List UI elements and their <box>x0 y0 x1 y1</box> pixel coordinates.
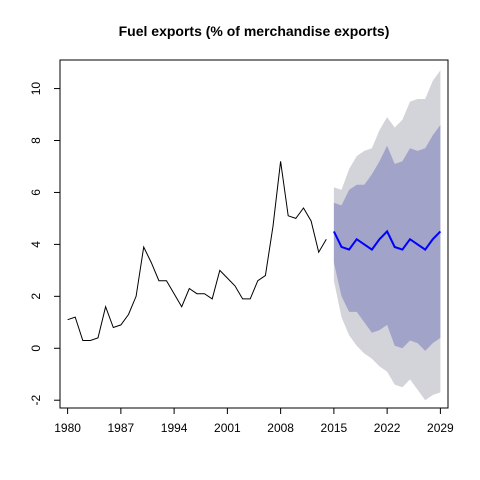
y-tick-label: 4 <box>29 241 43 248</box>
y-tick-label: 6 <box>29 189 43 196</box>
y-tick-label: 8 <box>29 137 43 144</box>
x-tick-label: 2015 <box>321 421 348 435</box>
x-tick-label: 1994 <box>161 421 188 435</box>
x-tick-label: 1980 <box>54 421 81 435</box>
y-tick-label: -2 <box>29 395 43 406</box>
x-tick-label: 2001 <box>214 421 241 435</box>
band-80-layer <box>333 124 441 351</box>
chart-title: Fuel exports (% of merchandise exports) <box>119 23 390 39</box>
x-tick-label: 2008 <box>267 421 294 435</box>
forecast-layer <box>333 229 442 251</box>
forecast-mean-line <box>333 229 442 251</box>
x-tick-label: 2029 <box>427 421 454 435</box>
y-tick-label: 2 <box>29 293 43 300</box>
x-tick-label: 2022 <box>374 421 401 435</box>
x-tick-label: 1987 <box>108 421 135 435</box>
history-series-line <box>67 161 327 341</box>
y-tick-label: 10 <box>29 82 43 96</box>
y-axis: -2 0 2 4 6 8 10 <box>29 82 61 406</box>
history-layer <box>67 161 327 341</box>
x-axis: 1980 1987 1994 2001 2008 2015 2022 2029 <box>54 407 454 435</box>
forecast-band-80 <box>333 124 441 351</box>
y-tick-label: 0 <box>29 345 43 352</box>
